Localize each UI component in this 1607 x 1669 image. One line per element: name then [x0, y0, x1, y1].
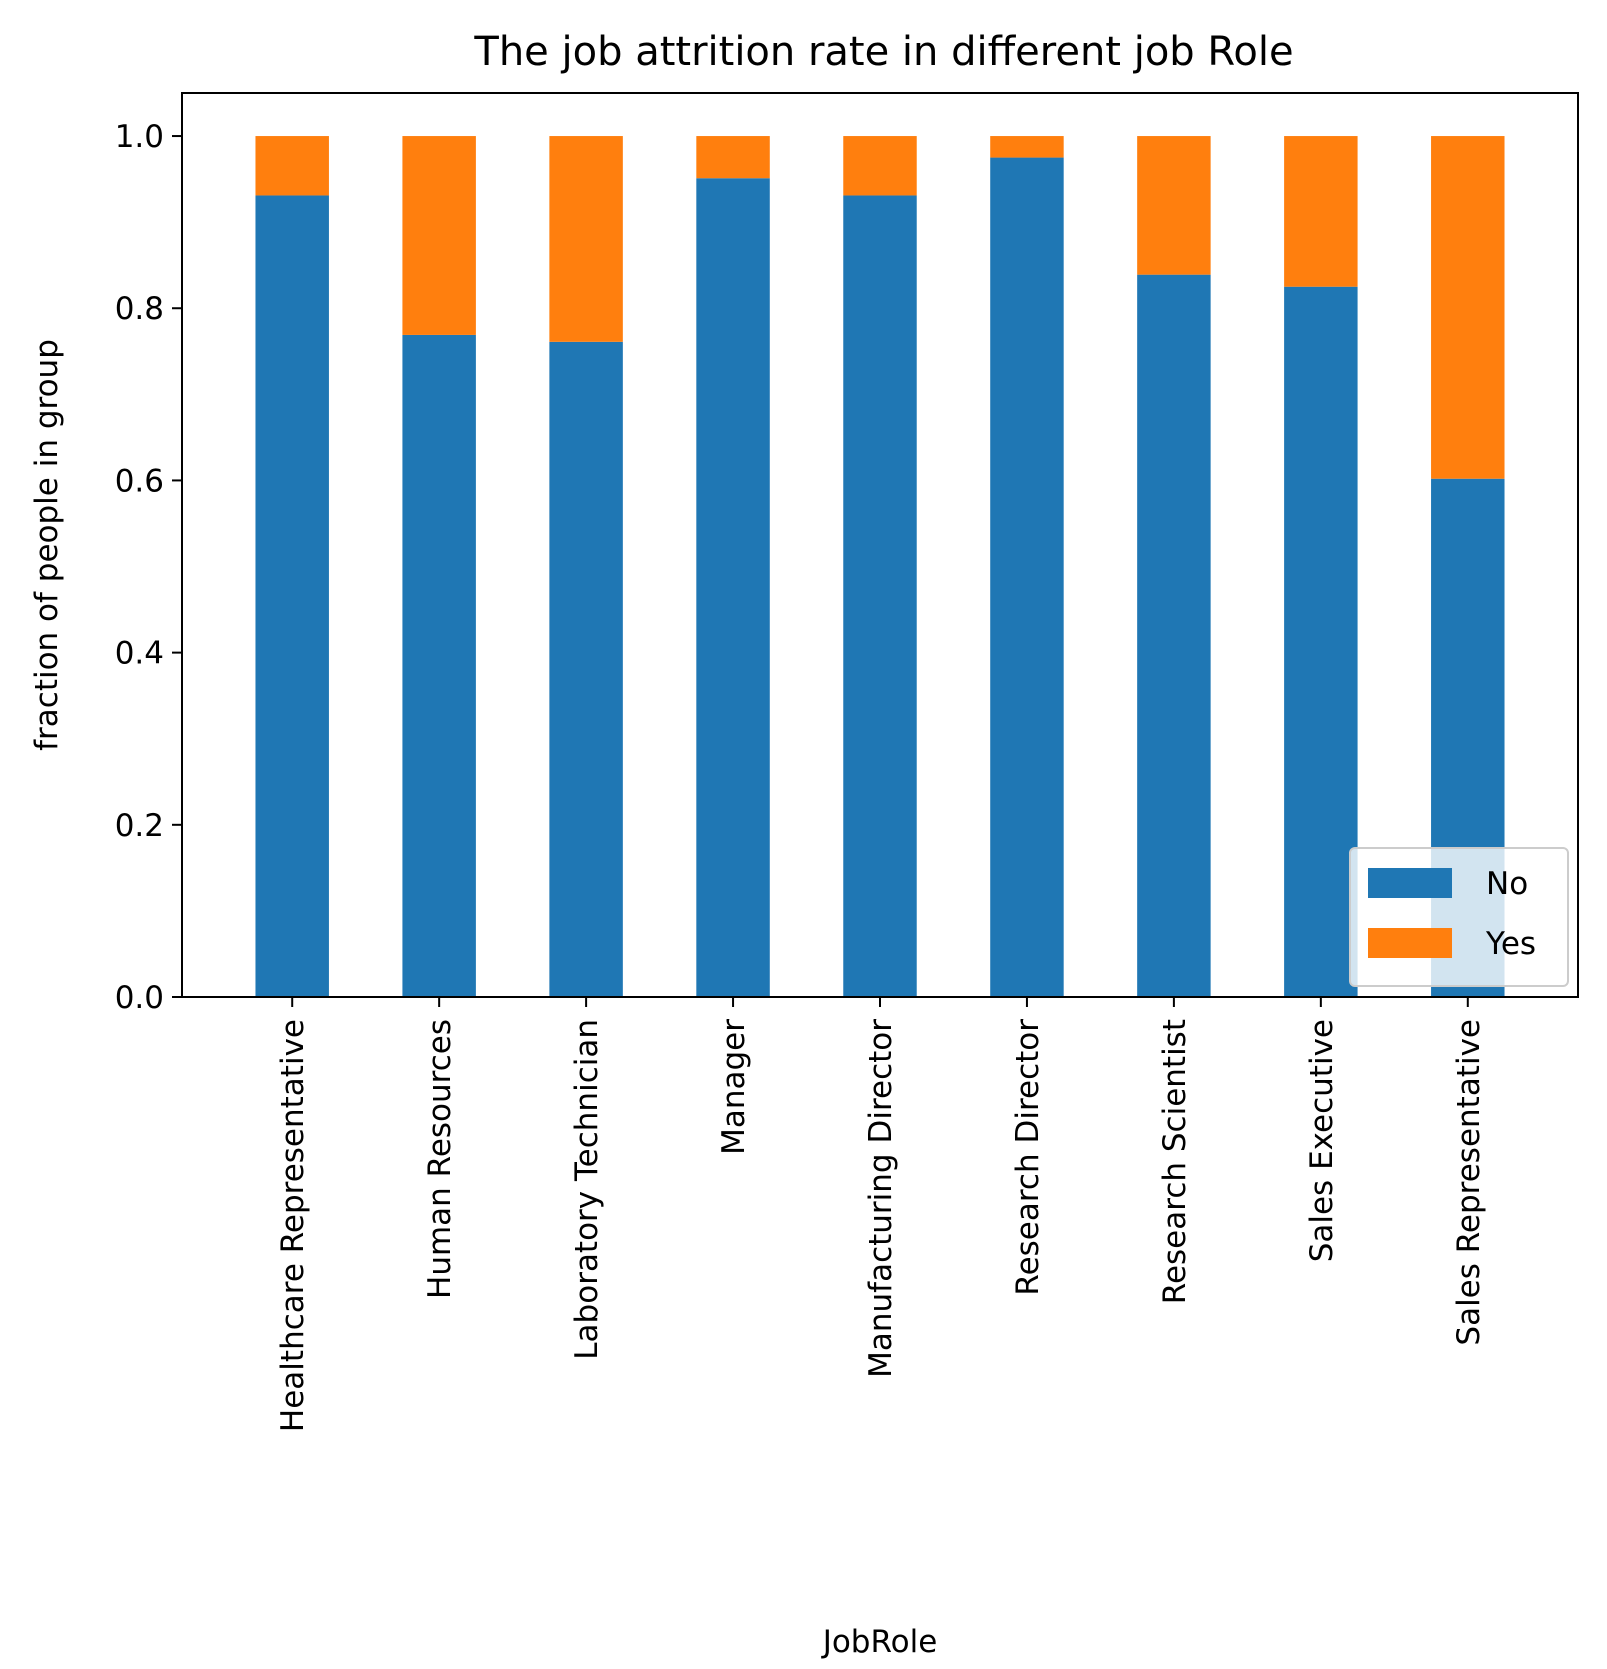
bar-yes-8 [1431, 136, 1505, 479]
y-axis-label: fraction of people in group [29, 339, 65, 751]
bar-no-5 [990, 157, 1064, 997]
x-tick-label: Research Scientist [1157, 1019, 1193, 1304]
bar-no-7 [1284, 286, 1358, 998]
x-tick-label: Sales Executive [1304, 1019, 1340, 1262]
bar-yes-1 [402, 136, 476, 335]
x-axis: Healthcare Representative Human Resources… [275, 997, 1487, 1432]
bars-layer [255, 136, 1505, 998]
y-tick-label: 0.0 [115, 980, 164, 1016]
legend-swatch-yes [1368, 928, 1452, 958]
legend-label-yes: Yes [1485, 926, 1536, 962]
x-tick-label: Sales Representative [1451, 1019, 1487, 1346]
bar-yes-7 [1284, 136, 1358, 287]
x-tick-label: Healthcare Representative [275, 1019, 311, 1432]
bar-no-2 [549, 341, 623, 997]
y-axis: 0.0 0.2 0.4 0.6 0.8 1.0 [115, 119, 182, 1016]
plot-frame [181, 92, 1579, 998]
bar-no-6 [1137, 274, 1211, 997]
bar-yes-5 [990, 136, 1064, 158]
bar-yes-6 [1137, 136, 1211, 275]
bar-no-3 [696, 178, 770, 998]
bar-no-0 [255, 195, 329, 997]
bar-yes-2 [549, 136, 623, 342]
y-tick-label: 0.2 [115, 808, 164, 844]
legend: No Yes [1349, 847, 1569, 987]
y-tick-label: 0.6 [115, 463, 164, 499]
x-tick-label: Manufacturing Director [863, 1019, 899, 1378]
x-tick-label: Human Resources [422, 1019, 458, 1299]
bar-no-4 [843, 195, 917, 997]
x-tick-label: Manager [716, 1019, 752, 1155]
y-tick-label: 0.8 [115, 291, 164, 327]
y-tick-label: 0.4 [115, 636, 164, 672]
chart-title: The job attrition rate in different job … [473, 29, 1293, 75]
bar-yes-4 [843, 136, 917, 196]
x-tick-label: Laboratory Technician [569, 1019, 605, 1360]
legend-swatch-no [1368, 868, 1452, 898]
x-axis-label: JobRole [821, 1624, 938, 1660]
legend-label-no: No [1486, 866, 1528, 902]
bar-yes-3 [696, 136, 770, 179]
bar-yes-0 [255, 136, 329, 196]
y-tick-label: 1.0 [115, 119, 164, 155]
x-tick-label: Research Director [1010, 1019, 1046, 1296]
bar-no-1 [402, 334, 476, 997]
